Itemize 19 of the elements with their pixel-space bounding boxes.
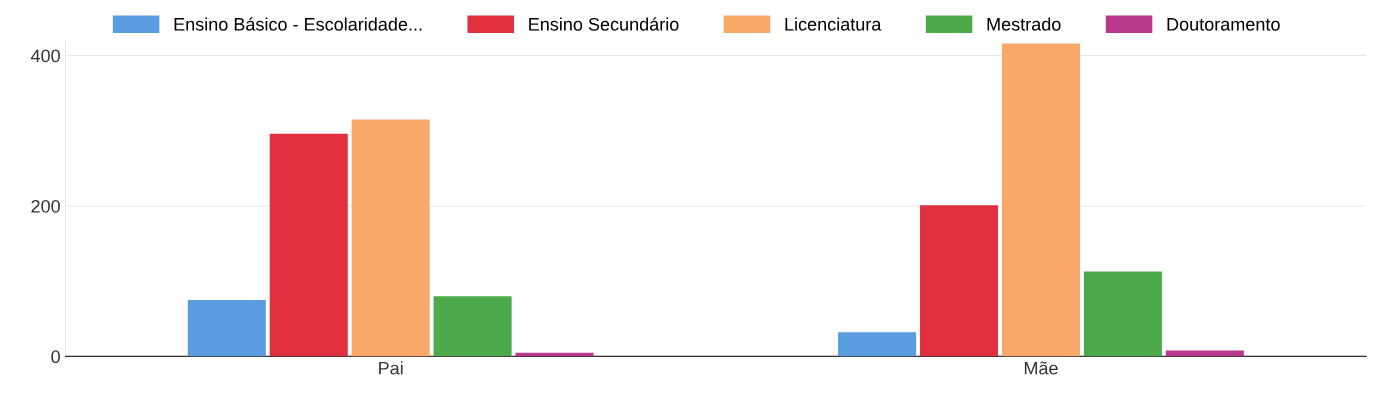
bar — [1001, 43, 1080, 357]
y-tick-label: 0 — [51, 350, 60, 364]
y-tick-label: 400 — [30, 49, 60, 63]
legend-label: Doutoramento — [1167, 18, 1280, 31]
x-tick-label: Mãe — [1024, 361, 1058, 375]
bar — [1083, 271, 1162, 357]
legend-label: Ensino Básico - Escolaridade... — [174, 17, 422, 31]
bar — [187, 299, 266, 357]
bar — [920, 205, 999, 357]
bar — [838, 332, 917, 357]
legend-label: Ensino Secundário — [529, 17, 679, 31]
legend-label: Mestrado — [987, 17, 1061, 31]
legend-label: Licenciatura — [785, 17, 882, 31]
bar — [351, 119, 430, 357]
x-tick-label: Pai — [379, 361, 403, 375]
bar — [1165, 350, 1244, 357]
bar — [433, 296, 512, 357]
y-tick-label: 200 — [31, 199, 60, 213]
bar — [269, 133, 348, 357]
